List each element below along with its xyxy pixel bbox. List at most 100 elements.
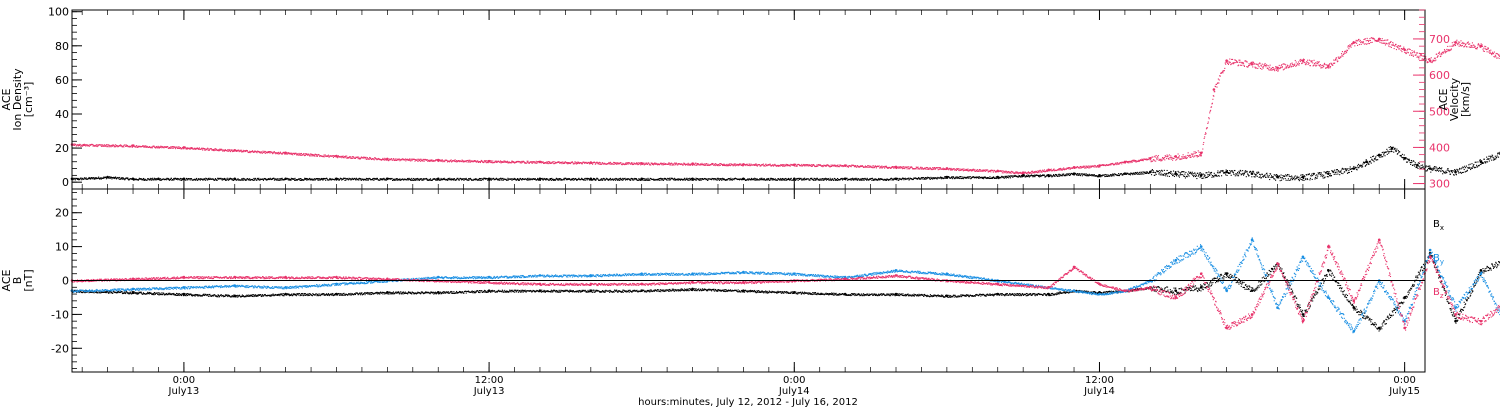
data-point bbox=[1142, 173, 1143, 174]
data-point bbox=[127, 145, 128, 146]
data-point bbox=[250, 152, 251, 153]
data-point bbox=[1279, 176, 1280, 177]
data-point bbox=[1206, 172, 1207, 173]
data-point bbox=[1383, 154, 1384, 155]
data-point bbox=[416, 179, 417, 180]
data-point bbox=[897, 178, 898, 179]
data-point bbox=[1466, 166, 1467, 167]
data-point bbox=[181, 148, 182, 149]
data-point bbox=[1490, 157, 1491, 158]
data-point bbox=[273, 153, 274, 154]
data-point bbox=[1277, 175, 1278, 176]
data-point bbox=[1409, 159, 1410, 160]
data-point bbox=[1485, 162, 1486, 163]
data-point bbox=[1303, 178, 1304, 179]
data-point bbox=[1164, 170, 1165, 171]
data-point bbox=[684, 178, 685, 179]
data-point bbox=[862, 180, 863, 181]
data-point bbox=[565, 178, 566, 179]
data-point bbox=[686, 178, 687, 179]
data-point bbox=[249, 178, 250, 179]
data-point bbox=[224, 178, 225, 179]
data-point bbox=[1177, 174, 1178, 175]
data-point bbox=[1353, 166, 1354, 167]
data-point bbox=[453, 179, 454, 180]
data-point bbox=[1209, 175, 1210, 176]
data-point bbox=[1336, 172, 1337, 173]
data-point bbox=[170, 146, 171, 147]
data-point bbox=[1295, 175, 1296, 176]
data-point bbox=[1366, 159, 1367, 160]
data-point bbox=[1024, 175, 1025, 176]
data-point bbox=[1065, 175, 1066, 176]
data-point bbox=[1246, 176, 1247, 177]
data-point bbox=[1309, 173, 1310, 174]
data-point bbox=[318, 180, 319, 181]
data-point bbox=[1357, 165, 1358, 166]
data-point bbox=[952, 178, 953, 179]
data-point bbox=[1153, 172, 1154, 173]
data-point bbox=[176, 147, 177, 148]
data-point bbox=[1188, 171, 1189, 172]
data-point bbox=[1471, 163, 1472, 164]
data-point bbox=[437, 180, 438, 181]
data-point bbox=[1288, 174, 1289, 175]
data-point bbox=[370, 178, 371, 179]
data-point bbox=[1232, 170, 1233, 171]
data-point bbox=[1429, 166, 1430, 167]
data-point bbox=[136, 145, 137, 146]
data-point bbox=[1171, 171, 1172, 172]
data-point bbox=[1417, 168, 1418, 169]
series-Ion Density bbox=[71, 130, 1500, 181]
data-point bbox=[314, 178, 315, 179]
data-point bbox=[186, 179, 187, 180]
data-point bbox=[1484, 159, 1485, 160]
data-point bbox=[1280, 177, 1281, 178]
data-point bbox=[1144, 172, 1145, 173]
data-point bbox=[1216, 175, 1217, 176]
data-point bbox=[191, 147, 192, 148]
data-point bbox=[1330, 173, 1331, 174]
data-point bbox=[1240, 171, 1241, 172]
data-point bbox=[733, 179, 734, 180]
data-point bbox=[1417, 167, 1418, 168]
data-point bbox=[1343, 169, 1344, 170]
data-point bbox=[142, 145, 143, 146]
data-point bbox=[1333, 172, 1334, 173]
data-point bbox=[630, 180, 631, 181]
data-point bbox=[1349, 172, 1350, 173]
data-point bbox=[1292, 179, 1293, 180]
data-point bbox=[1310, 178, 1311, 179]
data-point bbox=[1495, 156, 1496, 157]
data-point bbox=[217, 180, 218, 181]
data-point bbox=[1346, 170, 1347, 171]
data-point bbox=[1348, 170, 1349, 171]
data-point bbox=[1351, 171, 1352, 172]
data-point bbox=[1476, 162, 1477, 163]
data-point bbox=[1383, 152, 1384, 153]
data-point bbox=[1149, 172, 1150, 173]
data-point bbox=[551, 178, 552, 179]
data-point bbox=[713, 179, 714, 180]
data-point bbox=[1264, 175, 1265, 176]
data-point bbox=[343, 179, 344, 180]
data-point bbox=[1427, 169, 1428, 170]
data-point bbox=[98, 177, 99, 178]
data-point bbox=[1226, 171, 1227, 172]
data-point bbox=[929, 178, 930, 179]
data-point bbox=[285, 154, 286, 155]
data-point bbox=[1450, 174, 1451, 175]
data-point bbox=[1406, 157, 1407, 158]
data-point bbox=[1167, 175, 1168, 176]
data-point bbox=[1493, 158, 1494, 159]
data-point bbox=[501, 180, 502, 181]
data-point bbox=[696, 179, 697, 180]
data-point bbox=[299, 153, 300, 154]
data-point bbox=[1362, 165, 1363, 166]
data-point bbox=[377, 178, 378, 179]
data-point bbox=[1221, 175, 1222, 176]
data-point bbox=[1150, 172, 1151, 173]
data-point bbox=[1239, 173, 1240, 174]
data-point bbox=[1463, 172, 1464, 173]
data-point bbox=[1285, 178, 1286, 179]
